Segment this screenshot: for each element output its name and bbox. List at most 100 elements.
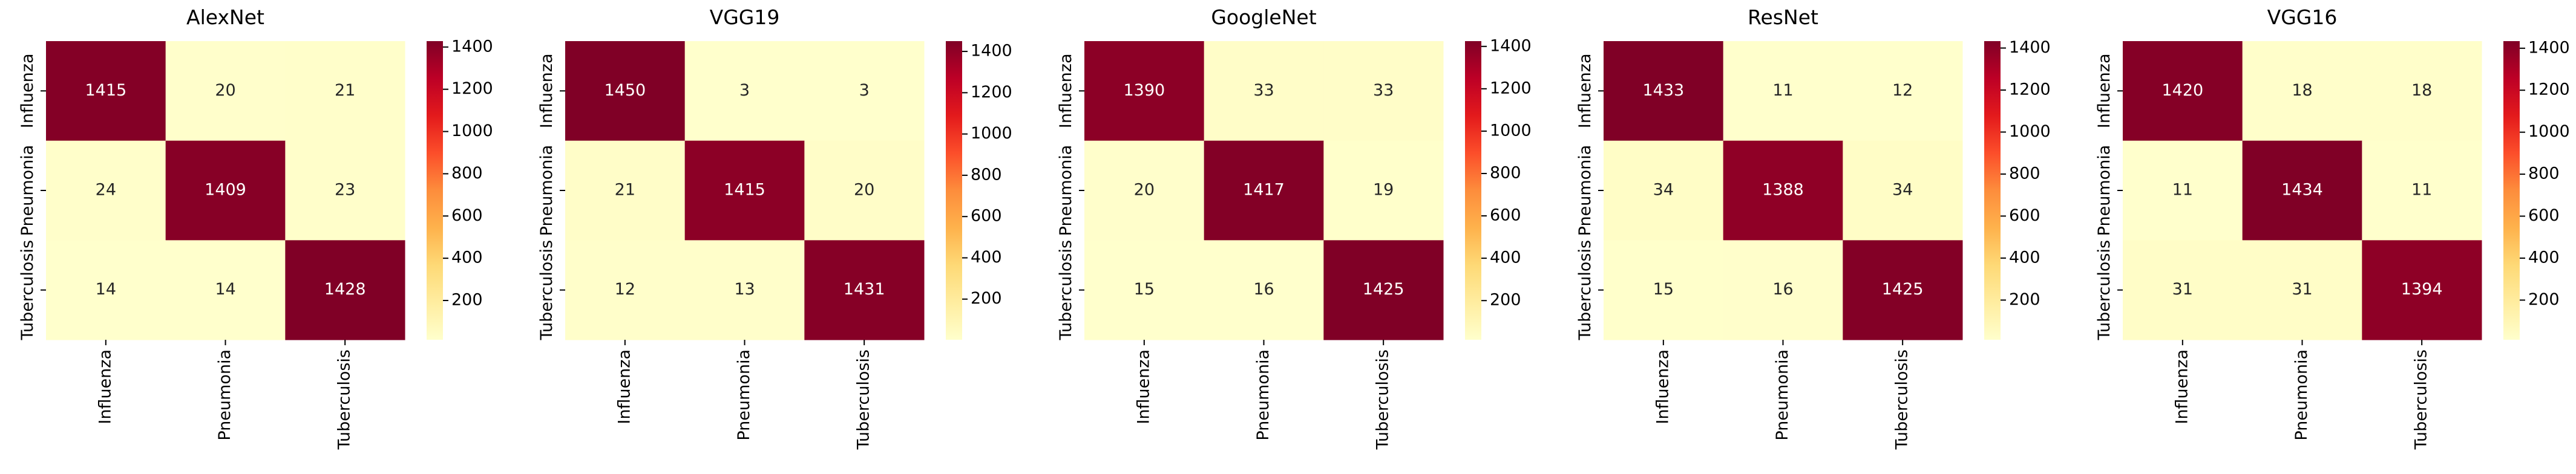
x-tick-label: Influenza (1653, 349, 1672, 424)
colorbar-tick-label: 200 (2528, 290, 2560, 309)
colorbar (2503, 41, 2520, 340)
cell-label: 34 (1653, 181, 1674, 200)
y-tick-label: Pneumonia (1576, 145, 1594, 236)
heatmap-cell (804, 41, 925, 141)
y-tick-label: Pneumonia (18, 145, 37, 236)
x-tick-label: Tuberculosis (335, 349, 354, 450)
colorbar-tick-label: 400 (451, 248, 483, 267)
heatmap-cell (46, 140, 166, 241)
colorbar-tick-label: 800 (451, 164, 483, 183)
cell-label: 1433 (1642, 81, 1684, 100)
cell-label: 1415 (85, 81, 126, 100)
colorbar-tick-label: 600 (2528, 206, 2560, 225)
panel-title: VGG16 (2267, 5, 2338, 29)
panel-title: VGG19 (710, 5, 780, 29)
x-tick-label: Influenza (615, 349, 634, 424)
colorbar (946, 41, 962, 340)
cell-label: 15 (1134, 280, 1155, 299)
heatmap-cell (1323, 140, 1444, 241)
colorbar-tick-label: 1200 (2009, 80, 2051, 99)
heatmap-cell (2362, 140, 2482, 241)
cell-label: 16 (1253, 280, 1274, 299)
colorbar-tick-label: 400 (971, 248, 1002, 267)
cell-label: 12 (615, 280, 635, 299)
colorbar-tick-label: 600 (451, 206, 483, 225)
y-tick-label: Tuberculosis (537, 240, 556, 340)
colorbar-tick-label: 1400 (2528, 38, 2570, 57)
heatmap-cell (1723, 140, 1843, 241)
panel-title: GoogleNet (1211, 5, 1316, 29)
colorbar-tick-label: 400 (2528, 248, 2560, 267)
heatmap-cell (1084, 41, 1205, 141)
x-tick-label: Influenza (1134, 349, 1153, 424)
heatmap-cell (285, 41, 405, 141)
heatmap-cell (285, 140, 405, 241)
cell-label: 1409 (205, 181, 246, 200)
cell-label: 1415 (724, 181, 765, 200)
y-tick-label: Tuberculosis (18, 240, 37, 340)
cell-label: 16 (1772, 280, 1793, 299)
heatmap-cell (804, 140, 925, 241)
panel-title: ResNet (1748, 5, 1818, 29)
colorbar-tick-label: 1400 (451, 37, 493, 56)
cell-label: 1420 (2161, 81, 2203, 100)
heatmap-cell (46, 41, 166, 141)
colorbar-tick-label: 1400 (971, 42, 1012, 60)
heatmap-cell (1084, 240, 1205, 340)
colorbar-tick-label: 1400 (1490, 36, 1532, 55)
cell-label: 20 (215, 81, 235, 100)
heatmap-cell (684, 140, 805, 241)
heatmap-cell (1084, 140, 1205, 241)
cell-label: 33 (1253, 81, 1274, 100)
heatmap-cell (165, 41, 286, 141)
colorbar-tick-label: 800 (2528, 164, 2560, 183)
x-tick-label: Pneumonia (215, 349, 234, 441)
cell-label: 1434 (2281, 181, 2323, 200)
cell-label: 11 (2172, 181, 2193, 200)
heatmap-cell (1604, 240, 1724, 340)
heatmap-cell (2362, 41, 2482, 141)
cell-label: 18 (2292, 81, 2312, 100)
colorbar-tick-label: 600 (1490, 206, 1521, 225)
colorbar (427, 41, 443, 340)
colorbar-tick-label: 1000 (2009, 122, 2051, 141)
x-tick-label: Tuberculosis (854, 349, 873, 450)
heatmap-cell (2242, 140, 2362, 241)
colorbar (1465, 41, 1481, 340)
colorbar-tick-label: 1200 (451, 79, 493, 98)
cell-label: 21 (615, 181, 635, 200)
y-tick-label: Tuberculosis (1576, 240, 1594, 340)
y-tick-label: Pneumonia (537, 145, 556, 236)
cell-label: 24 (96, 181, 116, 200)
cell-label: 11 (1772, 81, 1793, 100)
colorbar-tick-label: 1000 (451, 122, 493, 140)
colorbar (1984, 41, 2001, 340)
colorbar-tick-label: 400 (2009, 248, 2040, 267)
heatmap-cell (565, 140, 686, 241)
cell-label: 18 (2411, 81, 2432, 100)
panel-title: AlexNet (186, 5, 264, 29)
x-tick-label: Pneumonia (2292, 349, 2311, 441)
heatmap-cell (1843, 140, 1963, 241)
cell-label: 1431 (844, 280, 885, 299)
cell-label: 1425 (1363, 280, 1404, 299)
y-tick-label: Tuberculosis (2095, 240, 2114, 340)
cell-label: 33 (1373, 81, 1394, 100)
colorbar-tick-label: 400 (1490, 248, 1521, 267)
heatmap-cell (2123, 240, 2243, 340)
heatmap-cell (804, 240, 925, 340)
heatmap-cell (1323, 41, 1444, 141)
heatmap-cell (684, 240, 805, 340)
x-tick-label: Tuberculosis (1374, 349, 1392, 450)
cell-label: 14 (215, 280, 235, 299)
heatmap-cell (165, 240, 286, 340)
x-tick-label: Tuberculosis (2412, 349, 2431, 450)
colorbar-tick-label: 1200 (1490, 79, 1532, 97)
cell-label: 13 (734, 280, 755, 299)
cell-label: 14 (96, 280, 116, 299)
heatmap-cell (165, 140, 286, 241)
colorbar-tick-label: 1400 (2009, 38, 2051, 57)
heatmap-cell (2123, 41, 2243, 141)
heatmap-cell (1723, 240, 1843, 340)
heatmap-cell (1204, 240, 1324, 340)
